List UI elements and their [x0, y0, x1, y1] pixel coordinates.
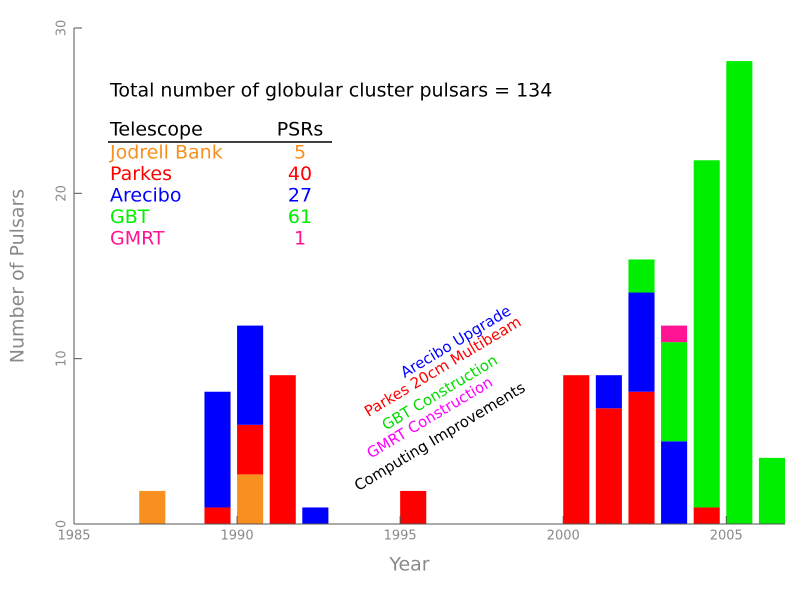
bar-segment	[563, 375, 590, 524]
x-tick-label: 1985	[57, 529, 90, 544]
bar-segment	[400, 490, 427, 524]
y-tick-label: 30	[55, 20, 70, 37]
bar-segment	[661, 441, 688, 524]
bar-segment	[237, 474, 264, 524]
bar-segment	[595, 375, 622, 409]
bar-segment	[204, 507, 231, 524]
legend-name: GBT	[110, 206, 150, 228]
bar-segment	[758, 457, 785, 524]
x-tick-label: 2000	[547, 529, 580, 544]
legend-header: Telescope	[109, 119, 203, 141]
bar-segment	[661, 325, 688, 343]
legend-name: Jodrell Bank	[109, 142, 223, 164]
y-tick-label: 20	[55, 185, 70, 202]
chart-title: Total number of globular cluster pulsars…	[109, 80, 552, 102]
legend-total: 5	[294, 142, 306, 164]
bar-segment	[139, 490, 166, 524]
bar-segment	[302, 507, 329, 524]
legend-total: 1	[294, 228, 306, 250]
y-axis-title: Number of Pulsars	[7, 189, 29, 363]
bar-segment	[204, 391, 231, 508]
legend-header: PSRs	[277, 119, 324, 141]
y-tick-label: 10	[55, 350, 70, 367]
y-tick-label: 0	[55, 520, 70, 528]
legend-total: 61	[288, 206, 312, 228]
bar-segment	[693, 507, 720, 524]
bar-segment	[237, 424, 264, 475]
bar-segment	[237, 325, 264, 425]
x-tick-label: 1990	[221, 529, 254, 544]
x-axis-title: Year	[388, 554, 429, 576]
legend-name: Parkes	[110, 163, 172, 185]
bar-segment	[269, 375, 296, 524]
bar-segment	[628, 259, 655, 293]
x-tick-label: 1995	[384, 529, 417, 544]
legend-total: 27	[288, 185, 312, 207]
legend-name: GMRT	[110, 228, 165, 250]
bar-segment	[628, 391, 655, 524]
bar-segment	[628, 292, 655, 392]
bar-segment	[595, 408, 622, 524]
bar-segment	[726, 61, 753, 525]
legend-total: 40	[288, 163, 312, 185]
x-tick-label: 2005	[710, 529, 743, 544]
bar-segment	[693, 160, 720, 508]
legend-name: Arecibo	[110, 185, 182, 207]
bar-segment	[661, 342, 688, 442]
